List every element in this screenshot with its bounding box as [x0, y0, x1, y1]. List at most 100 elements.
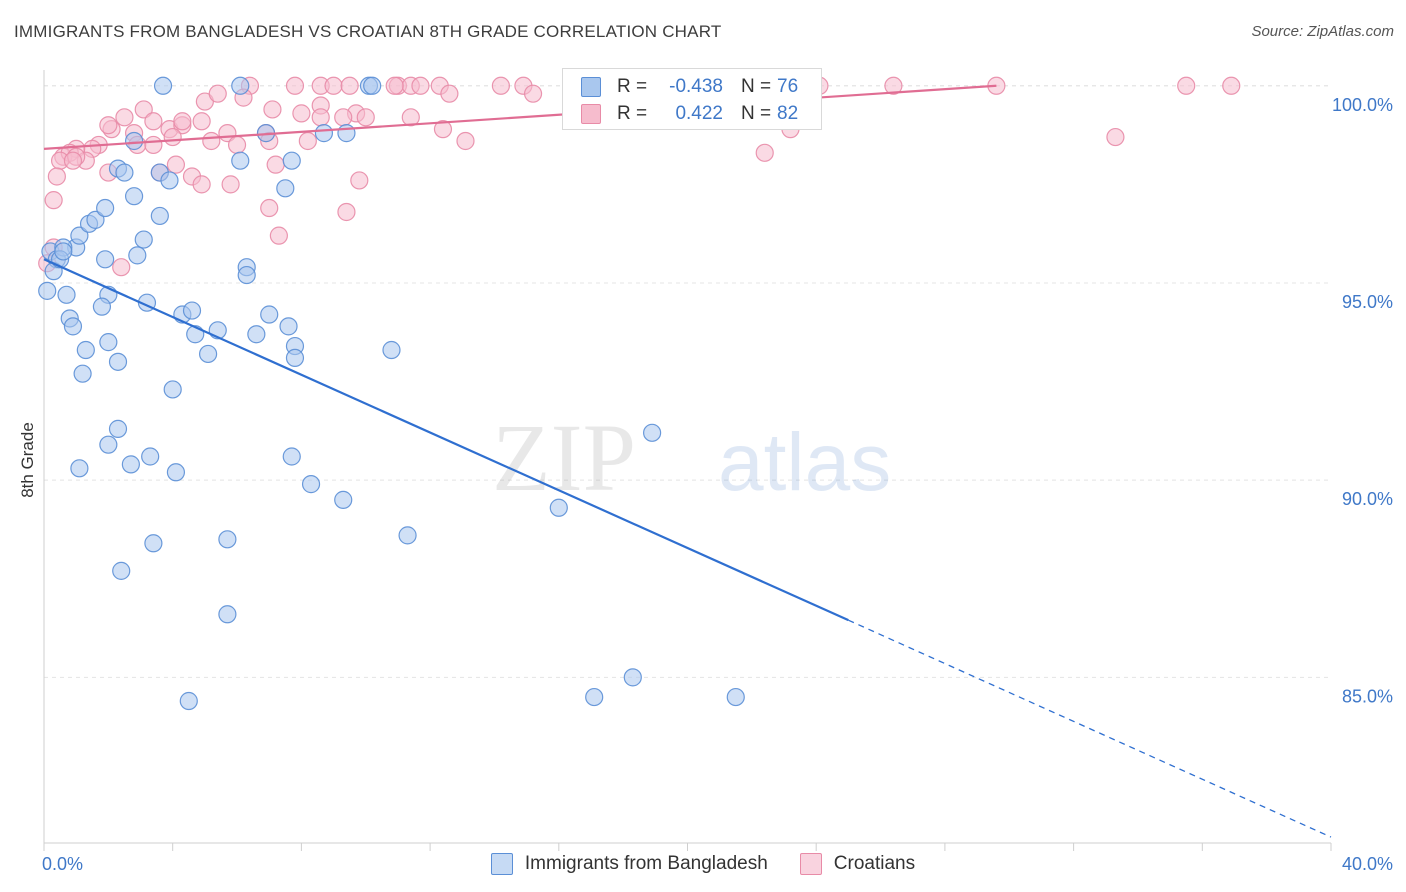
bangladesh-point — [218, 605, 237, 624]
legend-swatch-pink — [799, 853, 822, 875]
y-tick-label: 90.0% — [1342, 489, 1393, 509]
y-tick-label: 100.0% — [1332, 95, 1393, 115]
bangladesh-trend-line — [43, 258, 849, 622]
legend-n-label: N = — [741, 76, 772, 97]
bangladesh-point — [337, 124, 356, 143]
croatians-point — [144, 112, 163, 131]
croatians-point — [350, 171, 369, 190]
trend-lines — [43, 84, 1332, 838]
bangladesh-point — [121, 455, 140, 474]
legend-swatch-pink — [581, 104, 601, 124]
croatians-point — [221, 175, 240, 194]
legend-row-bangladesh: R = -0.438 N = 76 — [581, 75, 807, 99]
bangladesh-point — [398, 526, 417, 545]
legend-n-label: N = — [741, 103, 772, 124]
croatians-point — [440, 84, 459, 103]
correlation-legend: R = -0.438 N = 76 R = 0.422 N = 82 — [562, 68, 822, 130]
croatians-point — [112, 258, 131, 277]
legend-label-bangladesh: Immigrants from Bangladesh — [524, 853, 768, 874]
legend-row-croatians: R = 0.422 N = 82 — [581, 102, 807, 126]
bangladesh-points — [38, 76, 745, 711]
croatians-point — [166, 155, 186, 174]
croatians-point — [115, 108, 134, 127]
bangladesh-point — [150, 206, 169, 226]
legend-item-croatians: Croatians — [799, 853, 916, 875]
croatians-point — [356, 108, 375, 127]
croatians-point — [173, 112, 192, 131]
legend-label-croatians: Croatians — [833, 853, 916, 874]
croatians-point — [263, 100, 282, 119]
chart-title: IMMIGRANTS FROM BANGLADESH VS CROATIAN 8… — [14, 22, 722, 41]
bangladesh-point — [163, 380, 182, 399]
croatians-point — [324, 76, 343, 95]
croatians-point — [44, 191, 63, 210]
croatians-point — [192, 175, 211, 194]
croatians-point — [340, 76, 359, 95]
croatians-trend-line — [43, 84, 997, 150]
bangladesh-point — [96, 198, 115, 218]
bangladesh-point — [124, 187, 144, 206]
bangladesh-point — [70, 459, 89, 478]
bangladesh-point — [382, 340, 401, 360]
watermark-zip: ZIP — [492, 404, 636, 511]
croatians-point — [208, 84, 227, 103]
bangladesh-point — [70, 226, 89, 245]
y-tick-label: 85.0% — [1342, 686, 1393, 706]
x-tick-label-min: 0.0% — [42, 854, 83, 874]
bangladesh-point — [134, 230, 153, 249]
source-label: Source: ZipAtlas.com — [1251, 23, 1394, 40]
legend-swatch-blue — [581, 77, 601, 97]
legend-r-value: -0.438 — [669, 76, 723, 97]
croatians-point — [1106, 127, 1125, 147]
bangladesh-point — [54, 242, 73, 261]
bangladesh-point — [301, 475, 321, 494]
axes — [43, 70, 1332, 851]
legend-r-value: 0.422 — [675, 103, 723, 124]
bangladesh-point — [128, 246, 147, 265]
croatians-point — [192, 112, 211, 131]
croatians-point — [311, 108, 330, 127]
legend-n-value: 82 — [777, 103, 799, 124]
croatians-point — [491, 76, 510, 95]
watermark-atlas: atlas — [718, 417, 891, 508]
croatians-point — [884, 76, 903, 95]
bangladesh-point — [76, 340, 95, 360]
bangladesh-point — [549, 498, 568, 517]
croatians-point — [202, 131, 221, 151]
bangladesh-point — [623, 668, 642, 687]
croatians-point — [227, 135, 247, 155]
croatians-point — [266, 155, 285, 174]
legend-item-bangladesh: Immigrants from Bangladesh — [490, 853, 768, 875]
bangladesh-point — [585, 687, 604, 707]
bangladesh-point — [99, 435, 118, 454]
croatians-point — [134, 100, 153, 119]
bangladesh-point — [115, 163, 134, 182]
bangladesh-point — [63, 317, 83, 336]
croatians-point — [99, 116, 118, 135]
croatians-points — [38, 76, 1241, 277]
croatians-point — [401, 108, 420, 127]
bangladesh-point — [73, 364, 92, 383]
bangladesh-point — [643, 423, 662, 442]
croatians-point — [298, 131, 317, 151]
bangladesh-point — [112, 561, 131, 580]
watermark: ZIP atlas — [492, 404, 891, 511]
bangladesh-point — [179, 691, 198, 711]
croatians-point — [456, 131, 475, 151]
legend-r-label: R = — [617, 103, 648, 124]
bangladesh-point — [38, 281, 57, 300]
croatians-point — [337, 202, 356, 222]
bangladesh-point — [57, 285, 76, 304]
bangladesh-point — [231, 76, 250, 95]
croatians-point — [47, 167, 66, 186]
bangladesh-point — [237, 265, 256, 285]
bangladesh-point — [279, 317, 298, 336]
x-tick-label-max: 40.0% — [1342, 854, 1393, 874]
croatians-point — [1222, 76, 1241, 95]
bangladesh-point — [726, 687, 745, 707]
croatians-point — [523, 84, 543, 103]
bangladesh-point — [314, 124, 334, 143]
croatians-point — [63, 151, 83, 170]
bangladesh-point — [231, 151, 250, 170]
legend-swatch-blue — [490, 853, 513, 875]
